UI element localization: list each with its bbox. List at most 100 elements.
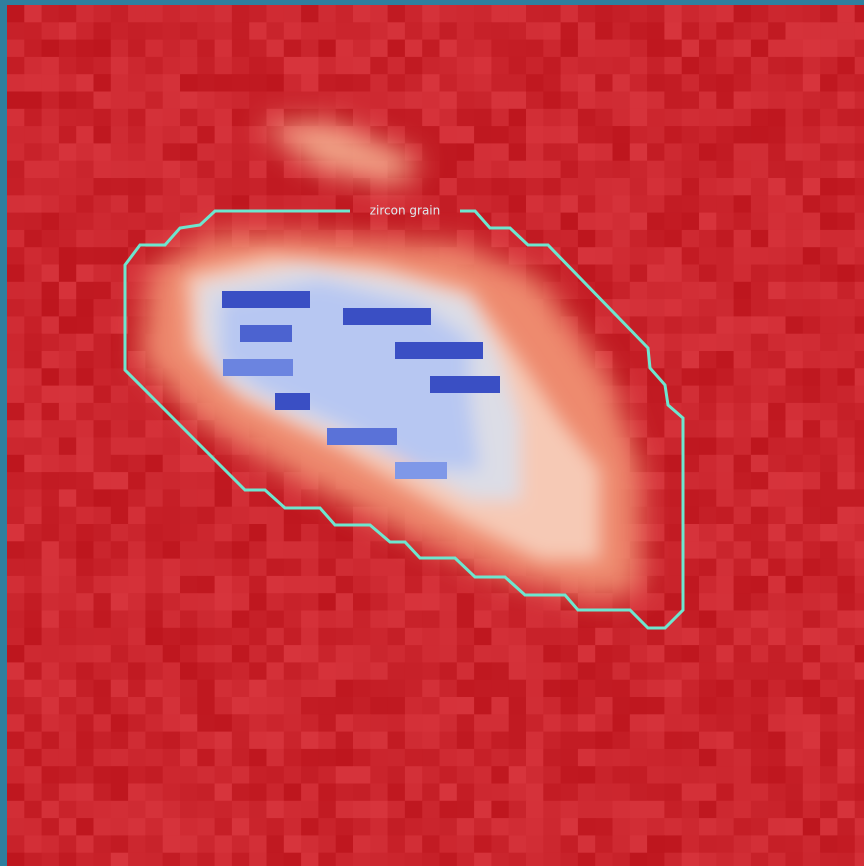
pixel: [509, 818, 527, 836]
pixel: [803, 230, 821, 248]
pixel: [578, 766, 596, 784]
pixel: [837, 74, 855, 92]
pixel: [42, 316, 60, 334]
pixel: [440, 766, 458, 784]
pixel: [595, 334, 613, 352]
pixel: [837, 680, 855, 698]
pixel: [94, 714, 112, 732]
pixel: [543, 766, 561, 784]
pixel: [647, 74, 665, 92]
pixel: [595, 662, 613, 680]
pixel: [7, 282, 25, 300]
pixel: [786, 749, 804, 767]
pixel: [820, 680, 838, 698]
pixel: [768, 143, 786, 161]
pixel: [768, 403, 786, 421]
pixel: [647, 438, 665, 456]
pixel: [509, 57, 527, 75]
pixel: [786, 161, 804, 179]
pixel: [543, 143, 561, 161]
pixel: [7, 22, 25, 40]
pixel: [336, 680, 354, 698]
pixel: [768, 697, 786, 715]
pixel: [163, 5, 181, 23]
pixel: [768, 316, 786, 334]
pixel: [578, 5, 596, 23]
pixel: [318, 732, 336, 750]
pixel: [647, 507, 665, 525]
pixel: [664, 213, 682, 231]
pixel: [803, 438, 821, 456]
pixel: [232, 680, 250, 698]
pixel: [215, 541, 233, 559]
pixel: [267, 853, 285, 866]
pixel: [7, 178, 25, 196]
pixel: [457, 645, 475, 663]
pixel: [42, 611, 60, 629]
pixel: [284, 559, 302, 577]
pixel: [42, 74, 60, 92]
pixel: [595, 195, 613, 213]
pixel: [336, 92, 354, 110]
pixel: [803, 161, 821, 179]
pixel: [855, 420, 864, 438]
pixel: [595, 818, 613, 836]
pixel: [630, 351, 648, 369]
pixel: [388, 541, 406, 559]
pixel: [405, 835, 423, 853]
pixel: [197, 22, 215, 40]
pixel: [405, 109, 423, 127]
pixel: [716, 749, 734, 767]
pixel: [820, 576, 838, 594]
pixel: [613, 697, 631, 715]
pixel: [145, 818, 163, 836]
pixel: [734, 334, 752, 352]
pixel: [267, 801, 285, 819]
pixel: [509, 5, 527, 23]
pixel: [664, 74, 682, 92]
pixel: [630, 265, 648, 283]
pixel: [94, 853, 112, 866]
pixel: [855, 299, 864, 317]
pixel: [803, 801, 821, 819]
pixel: [595, 74, 613, 92]
pixel: [128, 438, 146, 456]
pixel: [457, 835, 475, 853]
pixel: [457, 92, 475, 110]
pixel: [180, 92, 198, 110]
pixel: [197, 161, 215, 179]
pixel: [249, 662, 267, 680]
pixel: [491, 818, 509, 836]
pixel: [855, 92, 864, 110]
pixel: [803, 40, 821, 58]
pixel: [7, 368, 25, 386]
pixel: [613, 265, 631, 283]
pixel: [855, 714, 864, 732]
pixel: [647, 680, 665, 698]
pixel: [664, 126, 682, 144]
pixel: [716, 161, 734, 179]
pixel: [145, 472, 163, 490]
pixel: [682, 92, 700, 110]
pixel: [786, 593, 804, 611]
pixel: [163, 714, 181, 732]
pixel: [59, 489, 77, 507]
pixel: [457, 680, 475, 698]
pixel: [94, 143, 112, 161]
pixel: [786, 265, 804, 283]
pixel: [76, 680, 94, 698]
pixel: [163, 835, 181, 853]
pixel: [318, 749, 336, 767]
pixel: [837, 351, 855, 369]
pixel: [353, 195, 371, 213]
pixel: [734, 230, 752, 248]
pixel: [837, 559, 855, 577]
pixel: [7, 351, 25, 369]
pixel: [786, 766, 804, 784]
pixel: [42, 126, 60, 144]
pixel: [353, 818, 371, 836]
pixel: [94, 247, 112, 265]
pixel: [267, 818, 285, 836]
pixel: [24, 818, 42, 836]
pixel: [128, 680, 146, 698]
